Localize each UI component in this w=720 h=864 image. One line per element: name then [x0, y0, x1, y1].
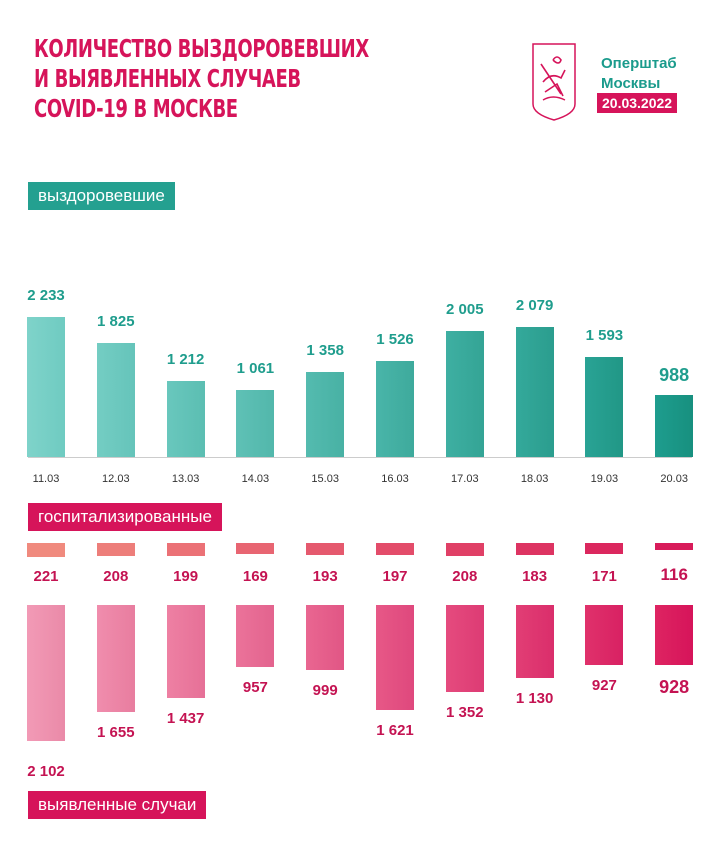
cases-value-label: 957 — [242, 678, 268, 696]
title-line: COVID-19 В МОСКВЕ — [34, 94, 238, 123]
date-tick-label: 17.03 — [451, 473, 479, 485]
hospitalized-bar — [27, 543, 65, 557]
hospitalized-bar — [306, 543, 345, 556]
recovered-bar — [96, 342, 135, 457]
cases-bar — [96, 605, 135, 713]
cases-value-label: 928 — [659, 677, 690, 698]
recovered-value-label: 1 061 — [236, 360, 275, 378]
cases-bar — [27, 605, 65, 741]
hospitalized-value-label: 208 — [452, 568, 478, 585]
hospitalized-bar — [236, 543, 275, 554]
hospitalized-value-label: 208 — [103, 568, 129, 585]
hospitalized-bar — [96, 543, 135, 557]
recovered-value-label: 1 212 — [166, 351, 205, 368]
recovered-bar — [655, 395, 694, 457]
date-tick-label: 16.03 — [381, 473, 409, 485]
cases-section-label: выявленные случаи — [28, 791, 207, 819]
recovered-bar — [445, 331, 484, 457]
date-tick-label: 14.03 — [241, 473, 270, 485]
title-line: КОЛИЧЕСТВО ВЫЗДОРОВЕВШИХ — [34, 34, 369, 63]
page-title: КОЛИЧЕСТВО ВЫЗДОРОВЕВШИХ И ВЫЯВЛЕННЫХ СЛ… — [34, 34, 369, 124]
hospitalized-value-label: 116 — [660, 565, 688, 584]
recovered-bar — [166, 381, 205, 457]
hospitalized-bar — [585, 543, 624, 554]
cases-value-label: 2 102 — [27, 762, 65, 780]
recovered-value-label: 2 233 — [27, 286, 65, 304]
title-line: И ВЫЯВЛЕННЫХ СЛУЧАЕВ — [34, 64, 301, 93]
hospitalized-value-label: 193 — [312, 568, 338, 585]
hospitalized-value-label: 199 — [173, 568, 199, 585]
hospitalized-bar — [655, 543, 694, 551]
date-tick-label: 11.03 — [32, 473, 60, 485]
date-tick-label: 13.03 — [171, 473, 200, 485]
cases-value-label: 927 — [591, 676, 617, 694]
recovered-bar — [27, 316, 65, 457]
hospitalized-bar — [515, 543, 554, 555]
brand-line: Оперштаб — [601, 55, 677, 72]
date-tick-label: 19.03 — [590, 473, 619, 485]
cases-bar — [445, 605, 484, 693]
recovered-value-label: 1 358 — [306, 341, 344, 359]
recovered-value-label: 2 005 — [446, 301, 484, 319]
cases-bar — [166, 605, 205, 698]
recovered-bar — [585, 357, 624, 457]
hospitalized-bar — [376, 543, 414, 556]
date-tick-label: 15.03 — [311, 473, 339, 485]
cases-value-label: 1 130 — [515, 690, 554, 708]
hospitalized-value-label: 183 — [522, 568, 548, 585]
hospitalized-value-label: 197 — [382, 568, 408, 585]
date-tick-label: 12.03 — [102, 473, 130, 485]
recovered-value-label: 1 526 — [376, 331, 414, 349]
hospitalized-bar — [445, 543, 484, 557]
cases-value-label: 1 352 — [446, 704, 484, 722]
recovered-value-label: 988 — [659, 365, 690, 386]
hospitalized-section-label: госпитализированные — [28, 503, 222, 531]
recovered-value-label: 2 079 — [515, 296, 554, 314]
cases-bar — [306, 605, 345, 670]
moscow-coat-of-arms-icon — [532, 43, 576, 121]
cases-bar — [236, 605, 275, 667]
cases-value-label: 999 — [312, 681, 338, 699]
cases-bar — [655, 605, 694, 666]
recovered-value-label: 1 825 — [97, 312, 135, 330]
cases-bar — [376, 605, 414, 710]
cases-value-label: 1 437 — [166, 709, 205, 727]
cases-value-label: 1 655 — [97, 724, 135, 742]
recovered-bar — [236, 390, 275, 457]
recovered-bar — [376, 361, 414, 457]
cases-value-label: 1 621 — [376, 721, 414, 739]
date-badge: 20.03.2022 — [597, 93, 678, 113]
recovered-section-label: выздоровевшие — [28, 182, 175, 210]
brand-name: Оперштаб Москвы — [601, 54, 677, 94]
hospitalized-bar — [166, 543, 205, 556]
recovered-value-label: 1 593 — [585, 327, 624, 345]
hospitalized-value-label: 171 — [591, 568, 617, 585]
date-tick-label: 18.03 — [520, 473, 549, 485]
cases-bar — [585, 605, 624, 665]
recovered-bar — [306, 371, 345, 457]
brand-line: Москвы — [601, 75, 661, 92]
hospitalized-value-label: 221 — [33, 568, 59, 585]
x-axis-line — [28, 457, 692, 458]
date-tick-label: 20.03 — [660, 473, 688, 485]
hospitalized-value-label: 169 — [242, 568, 268, 585]
cases-bar — [515, 605, 554, 679]
recovered-bar — [515, 326, 554, 457]
